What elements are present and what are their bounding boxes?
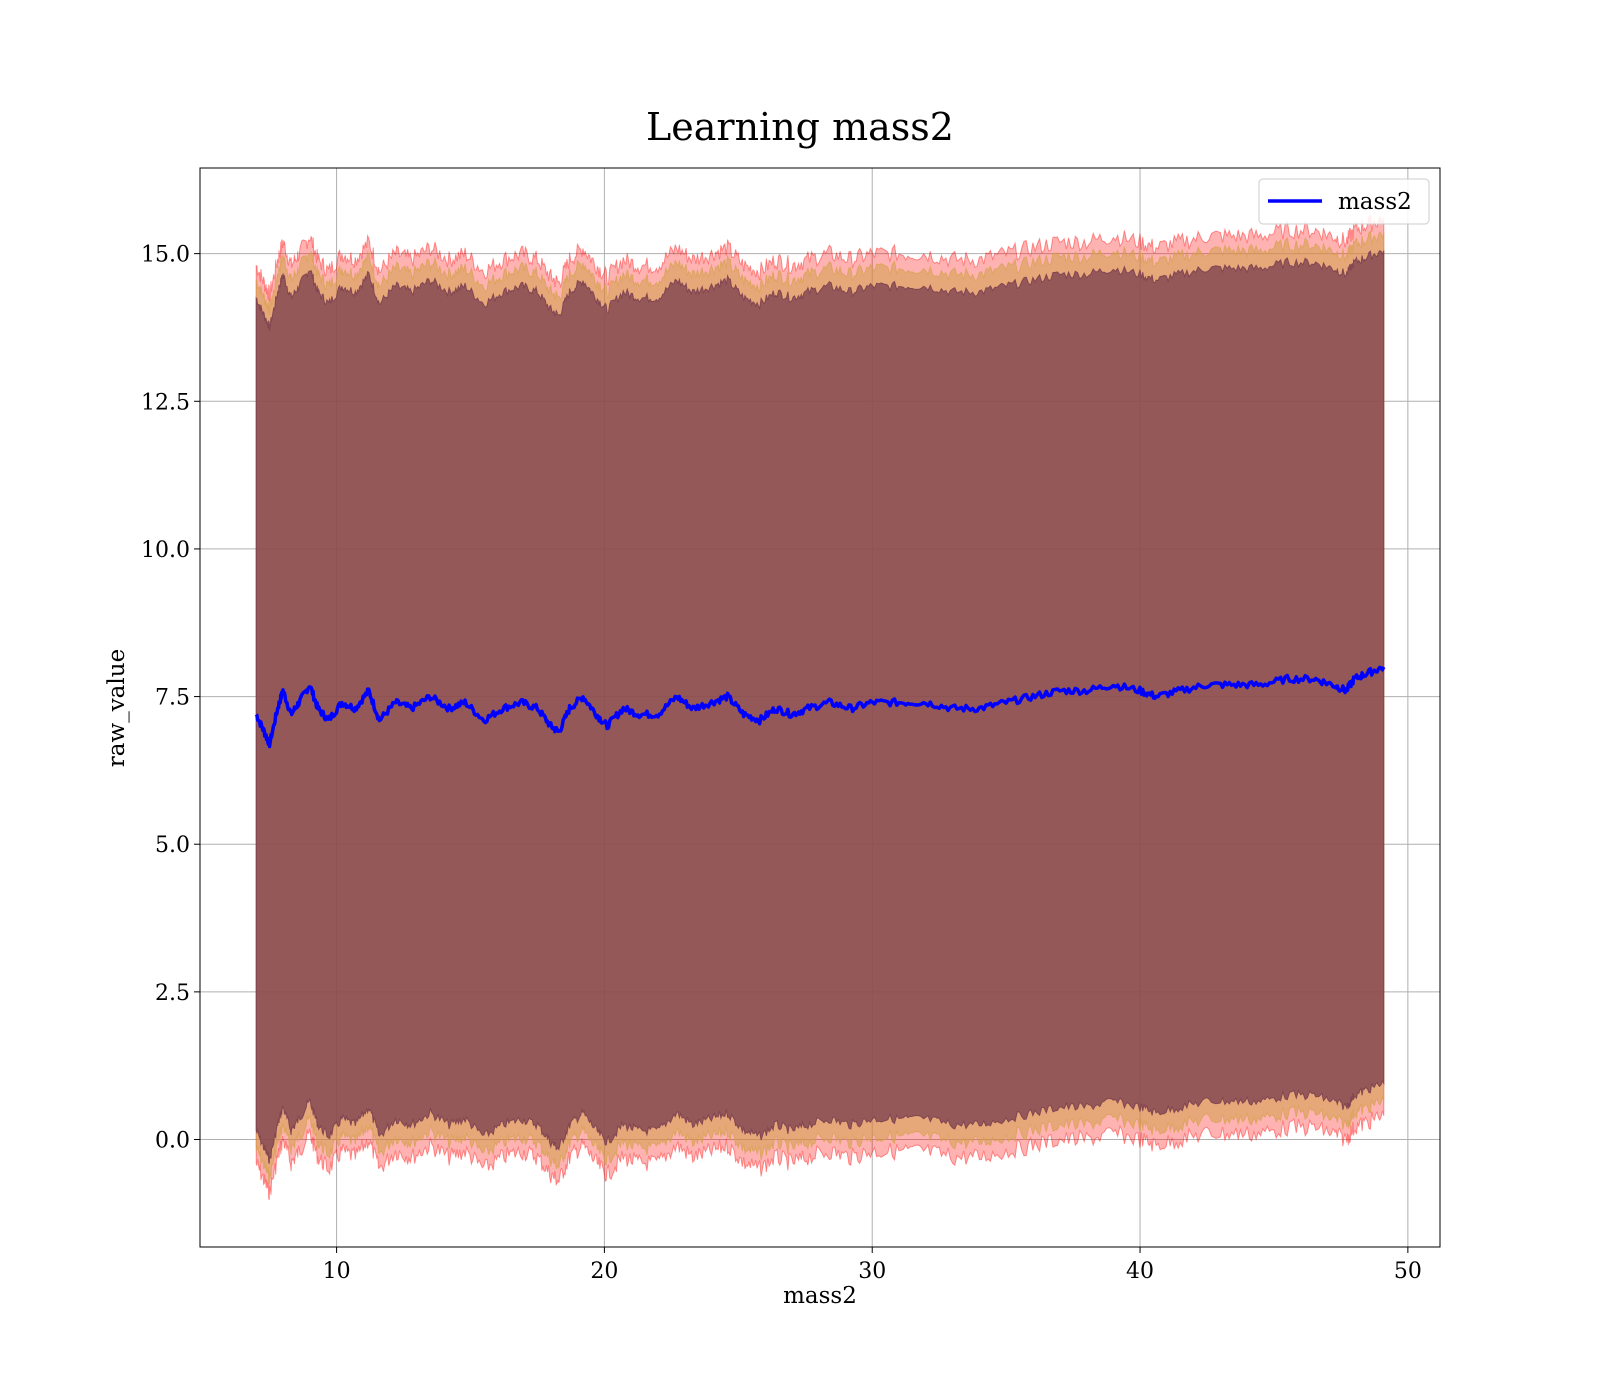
y-tick-label: 5.0 <box>155 833 190 858</box>
x-tick-label: 40 <box>1126 1259 1154 1284</box>
series-line-mass2 <box>254 665 1386 749</box>
y-tick-label: 2.5 <box>155 981 190 1006</box>
legend: mass2 <box>1258 178 1430 225</box>
series-lines <box>254 665 1386 749</box>
x-tick-label: 10 <box>323 1259 351 1284</box>
y-tick-label: 10.0 <box>141 538 190 563</box>
x-tick-label: 30 <box>858 1259 886 1284</box>
plot-area <box>199 167 1441 1248</box>
legend-label-mass2: mass2 <box>1338 189 1412 215</box>
y-tick-label: 15.0 <box>141 243 190 268</box>
y-axis: 0.0 2.5 5.0 7.5 10.0 12.5 15.0 <box>141 243 200 1154</box>
y-tick-label: 0.0 <box>155 1129 190 1154</box>
plot-frame <box>199 167 1441 1248</box>
x-axis-label: mass2 <box>783 1283 857 1309</box>
chart-title: Learning mass2 <box>646 105 954 149</box>
x-axis: 10 20 30 40 50 <box>323 1247 1422 1284</box>
legend-box <box>1258 178 1430 225</box>
x-tick-label: 50 <box>1394 1259 1422 1284</box>
x-tick-label: 20 <box>590 1259 618 1284</box>
y-tick-label: 7.5 <box>155 686 190 711</box>
y-axis-label: raw_value <box>104 649 130 767</box>
y-tick-label: 12.5 <box>141 390 190 415</box>
